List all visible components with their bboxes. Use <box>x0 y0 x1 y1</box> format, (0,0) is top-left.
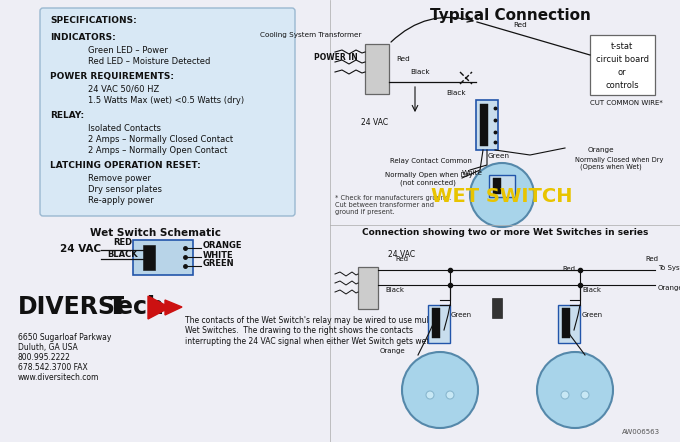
Text: Red: Red <box>395 256 408 262</box>
Bar <box>590 35 655 95</box>
Text: 2 Amps – Normally Closed Contact: 2 Amps – Normally Closed Contact <box>88 135 233 144</box>
Text: ORANGE: ORANGE <box>203 241 243 251</box>
Circle shape <box>446 391 454 399</box>
Text: POWER IN: POWER IN <box>314 53 358 62</box>
Text: Connection showing two or more Wet Switches in series: Connection showing two or more Wet Switc… <box>362 228 648 237</box>
Text: RED: RED <box>114 238 133 247</box>
Bar <box>480 104 488 146</box>
Text: Green: Green <box>451 312 472 318</box>
Text: Green: Green <box>582 312 603 318</box>
Text: Red: Red <box>562 266 575 272</box>
Text: Dry sensor plates: Dry sensor plates <box>88 185 162 194</box>
Text: INDICATORS:: INDICATORS: <box>50 33 116 42</box>
Text: WHITE: WHITE <box>203 251 234 259</box>
Text: The contacts of the Wet Switch's relay may be wired to use multiple
Wet Switches: The contacts of the Wet Switch's relay m… <box>185 316 446 346</box>
Text: Cooling System Transformer: Cooling System Transformer <box>260 32 362 38</box>
Circle shape <box>470 163 534 227</box>
Text: Red: Red <box>396 56 410 62</box>
Text: Black: Black <box>385 287 404 293</box>
Text: SPECIFICATIONS:: SPECIFICATIONS: <box>50 16 137 25</box>
Text: RELAY:: RELAY: <box>50 111 84 120</box>
Bar <box>558 305 580 343</box>
Text: Red LED – Moisture Detected: Red LED – Moisture Detected <box>88 57 210 66</box>
Text: GREEN: GREEN <box>203 259 235 268</box>
Bar <box>428 305 450 343</box>
Bar <box>133 240 193 275</box>
Text: Black: Black <box>446 90 466 96</box>
Text: (Opens when Wet): (Opens when Wet) <box>580 164 642 171</box>
Polygon shape <box>148 296 182 319</box>
Bar <box>432 308 440 338</box>
Text: Green LED – Power: Green LED – Power <box>88 46 168 55</box>
Text: www.diversitech.com: www.diversitech.com <box>18 373 99 382</box>
Text: controls: controls <box>605 81 639 90</box>
Bar <box>143 245 155 270</box>
Circle shape <box>426 391 434 399</box>
Text: 24 VAC: 24 VAC <box>361 118 388 127</box>
Text: Re-apply power: Re-apply power <box>88 196 154 205</box>
Circle shape <box>402 352 478 428</box>
Circle shape <box>537 352 613 428</box>
Text: 1.5 Watts Max (wet) <0.5 Watts (dry): 1.5 Watts Max (wet) <0.5 Watts (dry) <box>88 96 244 105</box>
Text: (not connected): (not connected) <box>400 180 456 187</box>
Text: 678.542.3700 FAX: 678.542.3700 FAX <box>18 363 88 372</box>
Text: Orange: Orange <box>379 348 405 354</box>
Bar <box>489 175 515 197</box>
Bar <box>365 44 389 94</box>
Text: Orange: Orange <box>658 285 680 291</box>
Text: t-stat: t-stat <box>611 42 633 51</box>
Text: * Check for manufacturers ground.
Cut between transformer and
ground if present.: * Check for manufacturers ground. Cut be… <box>335 195 452 215</box>
Text: 24 VAC: 24 VAC <box>60 244 101 254</box>
Text: 2 Amps – Normally Open Contact: 2 Amps – Normally Open Contact <box>88 146 227 155</box>
Bar <box>492 298 502 318</box>
Text: Black: Black <box>582 287 601 293</box>
Text: CUT COMMON WIRE*: CUT COMMON WIRE* <box>590 100 663 106</box>
Text: 24 VAC: 24 VAC <box>388 250 415 259</box>
Text: BLACK: BLACK <box>107 250 138 259</box>
Text: POWER REQUIREMENTS:: POWER REQUIREMENTS: <box>50 72 174 81</box>
Text: Normally Closed when Dry: Normally Closed when Dry <box>575 157 664 163</box>
Text: DIVERSI: DIVERSI <box>18 295 124 319</box>
Text: Normally Open when Dry: Normally Open when Dry <box>385 172 473 178</box>
Text: 800.995.2222: 800.995.2222 <box>18 353 71 362</box>
Text: 6650 Sugarloaf Parkway: 6650 Sugarloaf Parkway <box>18 333 112 342</box>
Text: Typical Connection: Typical Connection <box>430 8 590 23</box>
Text: 24 VAC 50/60 HZ: 24 VAC 50/60 HZ <box>88 85 159 94</box>
Text: or: or <box>617 68 626 77</box>
Text: Remove power: Remove power <box>88 174 151 183</box>
FancyBboxPatch shape <box>40 8 295 216</box>
Text: T: T <box>108 295 124 319</box>
Circle shape <box>581 391 589 399</box>
Text: To System: To System <box>658 265 680 271</box>
Text: Isolated Contacts: Isolated Contacts <box>88 124 161 133</box>
Circle shape <box>561 391 569 399</box>
Text: Black: Black <box>410 69 430 75</box>
Text: Duluth, GA USA: Duluth, GA USA <box>18 343 78 352</box>
Bar <box>476 100 498 150</box>
Bar <box>562 308 570 338</box>
Text: ech: ech <box>117 295 164 319</box>
Text: Orange: Orange <box>588 147 615 153</box>
Text: LATCHING OPERATION RESET:: LATCHING OPERATION RESET: <box>50 161 201 170</box>
Bar <box>358 267 378 309</box>
Text: White: White <box>462 170 483 176</box>
Text: Red: Red <box>513 22 527 28</box>
Bar <box>493 178 501 194</box>
Text: Wet Switch Schematic: Wet Switch Schematic <box>90 228 220 238</box>
Text: circuit board: circuit board <box>596 55 649 64</box>
Text: Red: Red <box>645 256 658 262</box>
Text: Green: Green <box>488 153 510 159</box>
Text: Relay Contact Common: Relay Contact Common <box>390 158 472 164</box>
Text: AW006563: AW006563 <box>622 429 660 435</box>
Text: WET SWITCH: WET SWITCH <box>431 187 573 206</box>
